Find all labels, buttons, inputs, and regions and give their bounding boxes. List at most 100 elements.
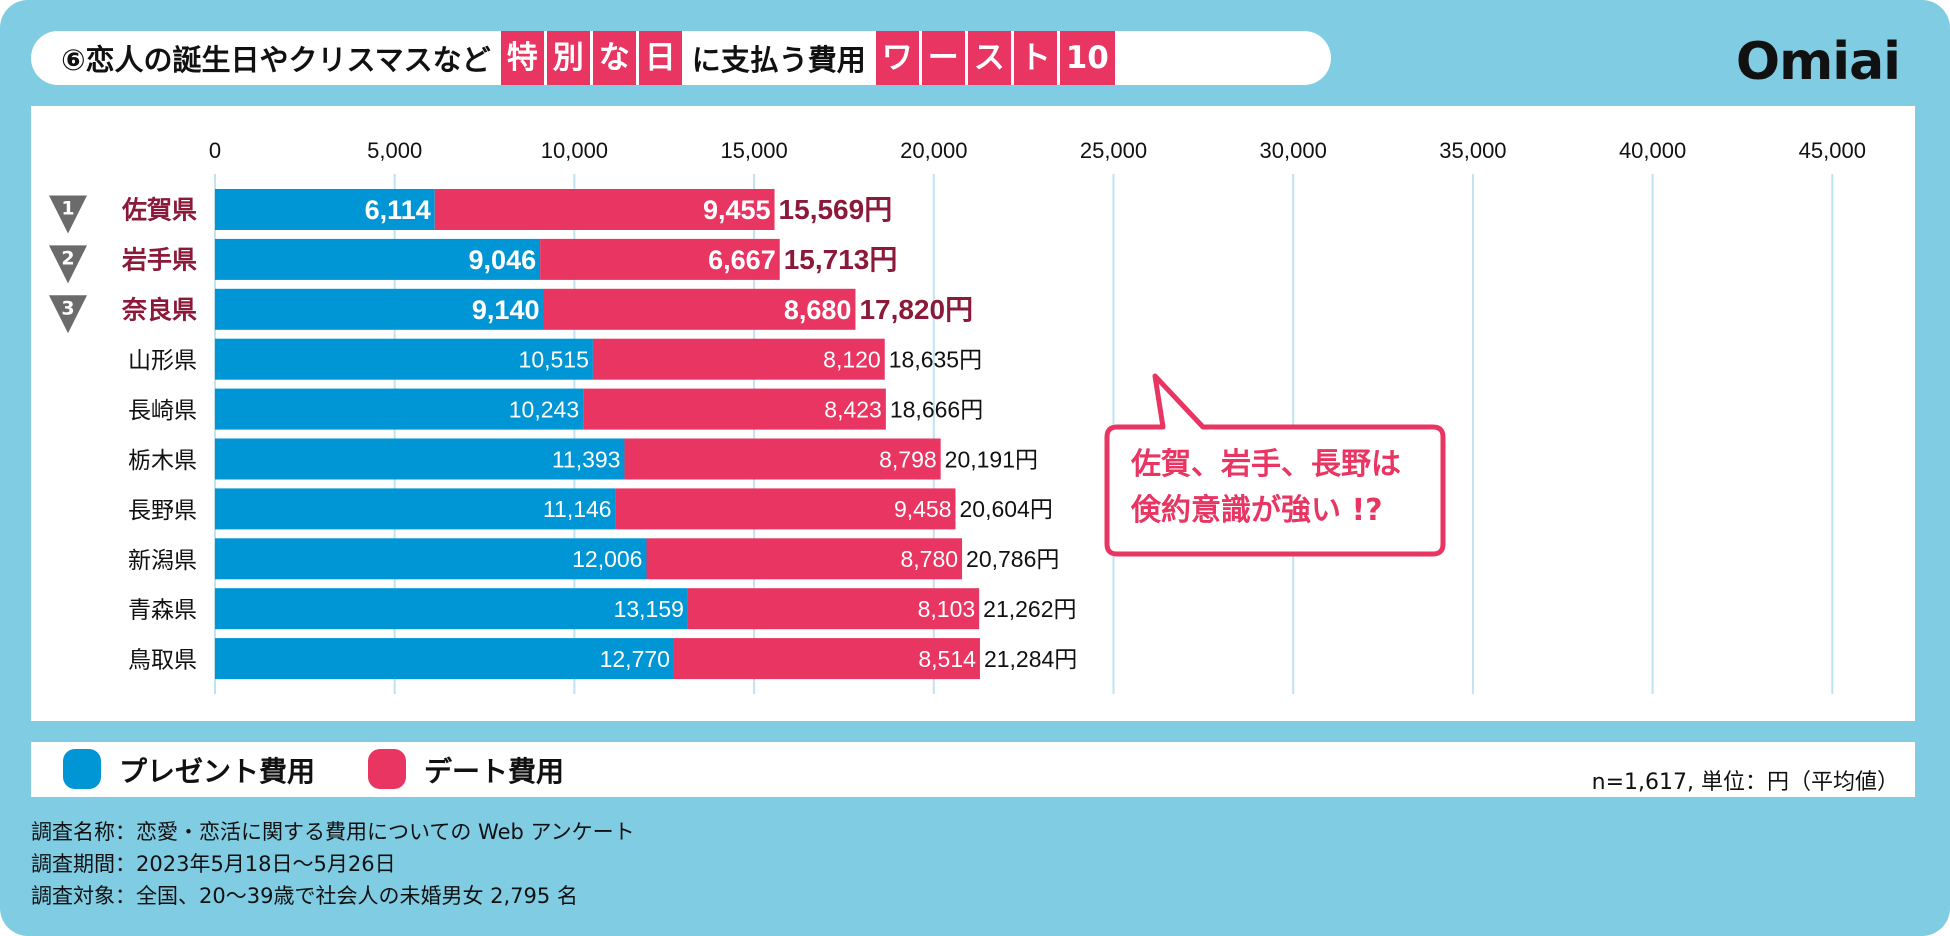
- title-highlight: 別: [546, 31, 590, 85]
- category-label: 鳥取県: [128, 648, 197, 674]
- category-label: 長野県: [128, 498, 197, 524]
- total-label: 21,262円: [983, 596, 1076, 622]
- bar-present: [215, 588, 688, 630]
- x-tick-label: 45,000: [1799, 138, 1866, 163]
- x-tick-label: 10,000: [541, 138, 608, 163]
- category-label: 長崎県: [128, 398, 197, 424]
- bar-present: [215, 189, 435, 230]
- bar-label-date: 8,120: [823, 346, 881, 372]
- bar-label-date: 6,667: [708, 245, 776, 275]
- callout-shape: [1104, 373, 1446, 557]
- bar-date: [543, 288, 856, 330]
- bar-label-present: 9,046: [469, 245, 537, 275]
- x-tick-label: 30,000: [1260, 138, 1327, 163]
- bar-label-present: 13,159: [614, 596, 684, 622]
- bar-present: [215, 288, 544, 330]
- bar-chart: 0 5,000 10,000 15,000 20,000 25,000 30,000 35,0…: [49, 138, 1866, 694]
- total-label: 20,604円: [960, 496, 1053, 522]
- bar-date: [646, 538, 963, 580]
- rank-number: 3: [61, 297, 74, 319]
- title-highlight: ワ: [875, 31, 919, 85]
- bar-present: [215, 488, 616, 530]
- title-highlight: な: [592, 31, 636, 85]
- title-bar: ⑥恋人の誕生日やクリスマスなど 特 別 な 日 に支払う費用 ワ ー ス ト 1…: [31, 31, 1331, 85]
- bar-date: [624, 438, 941, 480]
- bar-label-date: 8,514: [918, 646, 976, 672]
- bar-date: [687, 588, 980, 630]
- category-label: 山形県: [128, 348, 197, 374]
- bar-date: [434, 189, 775, 230]
- total-label: 18,666円: [890, 396, 983, 422]
- title-highlight: 日: [638, 31, 682, 85]
- category-label: 青森県: [128, 598, 197, 624]
- bar-present: [215, 638, 674, 680]
- title-highlight: ト: [1013, 31, 1057, 85]
- bar-date: [673, 638, 980, 680]
- total-label: 18,635円: [889, 346, 982, 372]
- category-label: 佐賀県: [121, 196, 197, 225]
- category-label: 新潟県: [128, 548, 197, 574]
- title-highlight: 10: [1059, 31, 1115, 85]
- rank-number: 1: [61, 198, 74, 220]
- total-label: 20,786円: [966, 546, 1059, 572]
- rank-triangle-icon: [49, 245, 87, 284]
- sample-note: n=1,617, 単位：円（平均値）: [1591, 770, 1899, 795]
- legend-swatch-present: [63, 749, 101, 789]
- bar-date: [583, 388, 886, 430]
- legend-label-present: プレゼント費用: [119, 755, 316, 788]
- bar-label-present: 11,146: [543, 496, 612, 522]
- x-tick-label: 0: [209, 138, 221, 163]
- title-middle: に支払う費用: [691, 43, 866, 77]
- legend: プレゼント費用 デート費用 n=1,617, 単位：円（平均値）: [31, 742, 1915, 797]
- bar-label-present: 11,393: [552, 446, 621, 472]
- bar-date: [615, 488, 956, 530]
- callout-line: 倹約意識が強い !?: [1131, 493, 1383, 528]
- survey-period: 調査期間：2023年5月18日〜5月26日: [31, 852, 396, 876]
- total-label: 15,713円: [784, 244, 898, 275]
- total-label: 17,820円: [859, 294, 973, 325]
- bar-label-present: 6,114: [365, 195, 431, 225]
- chart-panel: 0 5,000 10,000 15,000 20,000 25,000 30,000 35,0…: [31, 106, 1915, 721]
- bar-label-present: 12,770: [600, 646, 670, 672]
- bar-present: [215, 438, 625, 480]
- total-label: 21,284円: [984, 646, 1077, 672]
- bar-present: [215, 388, 584, 430]
- bar-label-present: 10,515: [519, 346, 589, 372]
- total-label: 20,191円: [945, 446, 1038, 472]
- legend-label-date: デート費用: [424, 755, 565, 788]
- title-highlight: ス: [967, 31, 1011, 85]
- bar-label-date: 8,423: [824, 396, 882, 422]
- category-label: 栃木県: [128, 448, 197, 474]
- bar-present: [215, 538, 647, 580]
- omiai-logo: Omiai: [1735, 32, 1901, 92]
- x-tick-label: 40,000: [1619, 138, 1686, 163]
- title-prefix: ⑥恋人の誕生日やクリスマスなど: [61, 43, 491, 77]
- callout-line: 佐賀、岩手、長野は: [1131, 447, 1401, 482]
- bar-label-date: 8,680: [784, 295, 852, 325]
- x-tick-label: 25,000: [1080, 138, 1147, 163]
- bar-label-date: 8,103: [918, 596, 976, 622]
- bar-date: [540, 238, 780, 280]
- title-highlight: 特: [500, 31, 544, 85]
- rank-triangle-icon: [49, 195, 87, 234]
- legend-swatch-date: [368, 749, 406, 789]
- bar-label-date: 8,780: [900, 546, 958, 572]
- bar-label-date: 9,458: [894, 496, 952, 522]
- bar-label-present: 10,243: [509, 396, 579, 422]
- x-tick-label: 35,000: [1439, 138, 1506, 163]
- x-tick-label: 5,000: [367, 138, 422, 163]
- bar-label-date: 8,798: [879, 446, 937, 472]
- bar-present: [215, 238, 541, 280]
- survey-target: 調査対象：全国、20〜39歳で社会人の未婚男女 2,795 名: [31, 884, 578, 908]
- rank-triangle-icon: [49, 295, 87, 334]
- bar-label-present: 12,006: [572, 546, 642, 572]
- rank-number: 2: [61, 247, 74, 269]
- bar-date: [592, 338, 885, 380]
- category-label: 奈良県: [121, 295, 197, 324]
- survey-name: 調査名称：恋愛・恋活に関する費用についての Web アンケート: [31, 820, 635, 844]
- title-highlight: ー: [921, 31, 965, 85]
- category-label: 岩手県: [121, 245, 197, 274]
- x-tick-label: 20,000: [900, 138, 967, 163]
- bar-label-present: 9,140: [472, 295, 540, 325]
